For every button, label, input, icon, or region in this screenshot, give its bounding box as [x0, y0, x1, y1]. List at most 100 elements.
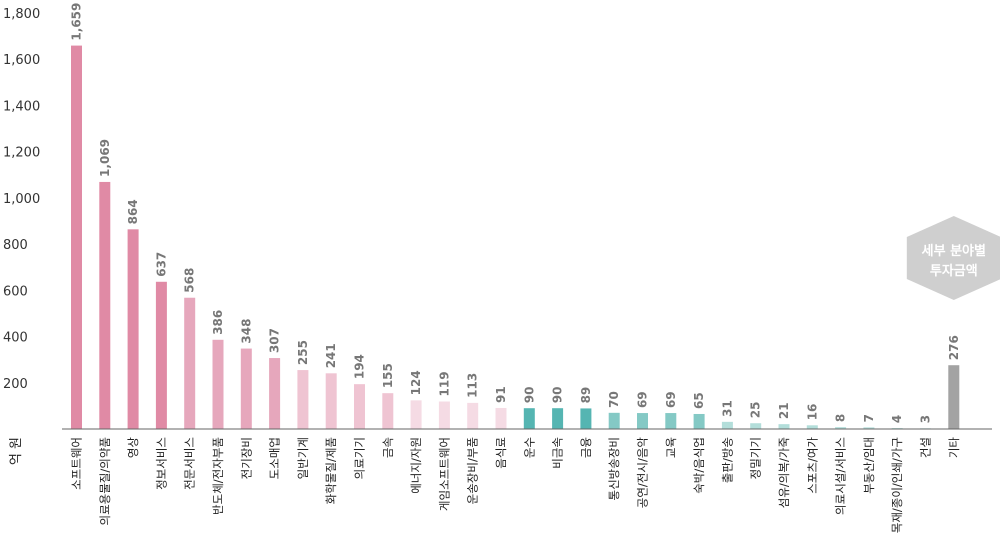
- y-tick-label: 1,600: [3, 53, 40, 68]
- bar: [523, 408, 535, 429]
- bar: [552, 408, 564, 429]
- y-tick-label: 1,000: [3, 192, 40, 207]
- bar-value-label: 124: [409, 370, 423, 395]
- bar: [665, 413, 677, 429]
- category-label: 비금속: [551, 437, 565, 469]
- bar-value-label: 91: [494, 386, 508, 403]
- y-tick-label: 600: [3, 284, 28, 299]
- bar-value-label: 89: [579, 387, 593, 404]
- category-label: 화학물질/제품: [324, 437, 338, 504]
- category-label: 통신방송장비: [607, 437, 621, 500]
- bar: [354, 384, 365, 429]
- y-tick-label: 1,400: [3, 99, 40, 114]
- bar-value-label: 90: [551, 386, 565, 403]
- category-label: 게임소프트웨어: [437, 437, 451, 511]
- bar: [778, 424, 790, 429]
- badge-line2: 투자금액: [930, 264, 978, 279]
- bars: [71, 45, 960, 430]
- category-label: 의료시설/서비스: [834, 437, 848, 515]
- bar: [495, 407, 507, 429]
- category-label: 목재/종이/인쇄/가구: [890, 437, 904, 533]
- bar: [721, 421, 733, 429]
- bar: [71, 45, 82, 430]
- category-label: 반도체/전자부품: [211, 437, 225, 515]
- badge-line1: 세부 분야별: [922, 243, 986, 259]
- bar-value-label: 31: [720, 400, 734, 417]
- bar: [325, 373, 337, 429]
- category-label: 소프트웨어: [70, 437, 84, 490]
- bar-value-label: 119: [437, 371, 451, 396]
- bar: [155, 281, 167, 429]
- bar-value-label: 568: [183, 268, 197, 293]
- bar: [184, 297, 196, 429]
- category-label: 기타: [947, 437, 961, 459]
- bar: [750, 423, 762, 429]
- bar-value-label: 1,069: [98, 139, 112, 177]
- bar: [637, 413, 648, 429]
- bar: [269, 358, 281, 429]
- bar-value-label: 113: [466, 373, 480, 398]
- category-label: 전문서비스: [183, 437, 197, 490]
- category-label: 섬유/의복/가죽: [777, 437, 791, 508]
- bar-value-label: 16: [805, 404, 819, 421]
- category-label: 운수: [522, 437, 536, 458]
- bar: [410, 400, 422, 429]
- bar-value-label: 255: [296, 340, 310, 365]
- bar: [467, 402, 479, 429]
- bar-value-label: 155: [381, 363, 395, 388]
- category-label: 숙박/음식업: [692, 437, 706, 494]
- y-tick-label: 200: [3, 377, 28, 392]
- y-tick-label: 1,200: [3, 146, 40, 161]
- bar-value-label: 864: [126, 199, 140, 224]
- bar-value-label: 241: [324, 343, 338, 368]
- bar-value-label: 69: [636, 391, 650, 408]
- bar: [297, 370, 309, 429]
- bar: [863, 427, 875, 429]
- category-label: 교육: [664, 437, 678, 458]
- category-label: 에너지/자원: [409, 437, 423, 494]
- bar-value-label: 3: [919, 415, 933, 423]
- bar-value-label: 70: [607, 391, 621, 408]
- bar-value-label: 69: [664, 391, 678, 408]
- bar-value-label: 1,659: [70, 3, 84, 41]
- bar-value-label: 65: [692, 392, 706, 409]
- badge-hexagon: [906, 216, 1000, 300]
- bar-value-label: 4: [890, 415, 904, 423]
- category-label: 의료기기: [353, 437, 367, 479]
- bar-value-label: 276: [947, 335, 961, 360]
- category-label: 공연/전시/음악: [636, 437, 650, 509]
- bar: [608, 412, 620, 429]
- y-tick-label: 1,800: [3, 7, 40, 22]
- bar-value-label: 348: [239, 319, 253, 344]
- bar-value-label: 21: [777, 402, 791, 419]
- bar-value-label: 25: [749, 402, 763, 419]
- bar: [212, 339, 224, 429]
- bar-value-label: 386: [211, 310, 225, 335]
- badge: 세부 분야별 투자금액: [906, 216, 1000, 300]
- category-label: 운송장비/부품: [466, 437, 480, 504]
- category-label: 도소매업: [268, 437, 282, 479]
- category-label: 금속: [381, 437, 395, 458]
- category-labels: 소프트웨어 의료용물질/의약품 영상 정보서비스 전문서비스 반도체/전자부품 전기장비 도소…: [70, 437, 961, 534]
- category-label: 금융: [579, 437, 593, 458]
- y-tick-label: 800: [3, 238, 28, 253]
- bar: [580, 408, 592, 429]
- bar: [127, 229, 139, 429]
- bar-value-label: 637: [154, 252, 168, 277]
- bar: [99, 181, 111, 429]
- y-axis: 200 400 600 800 1,000 1,200 1,400 1,600 1,800: [3, 7, 40, 392]
- category-label: 정밀기기: [749, 437, 763, 479]
- bar: [835, 427, 847, 429]
- bar-value-label: 7: [862, 414, 876, 422]
- bar: [382, 393, 394, 429]
- category-label: 일반기계: [296, 437, 310, 479]
- category-label: 출판/방송: [720, 437, 734, 483]
- bar-value-label: 90: [522, 386, 536, 403]
- category-label: 영상: [126, 437, 140, 459]
- bar: [693, 413, 705, 429]
- unit-label: 억 원: [9, 437, 24, 465]
- bar: [240, 348, 252, 429]
